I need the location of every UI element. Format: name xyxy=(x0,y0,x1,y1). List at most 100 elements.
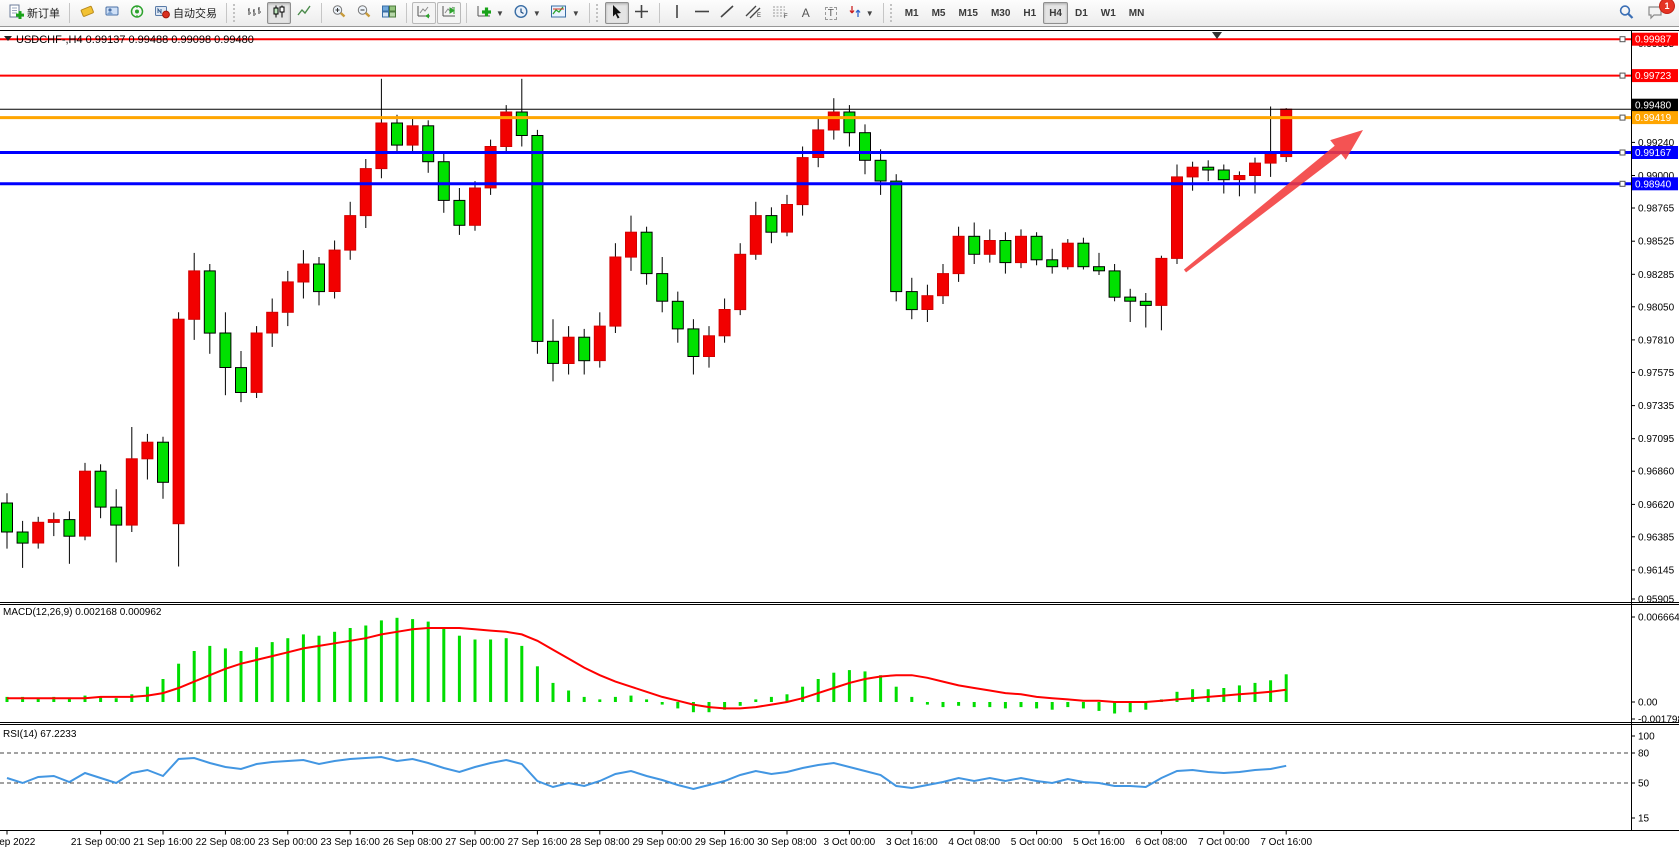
macd-histogram-bar xyxy=(239,651,243,702)
bar-chart-button[interactable] xyxy=(242,2,266,24)
text-label-button[interactable]: T xyxy=(819,2,843,24)
indicators-button[interactable]: ▼ xyxy=(472,2,508,24)
auto-trading-button[interactable]: 自动交易 xyxy=(150,2,221,24)
chart-shift-marker[interactable] xyxy=(1212,32,1222,39)
auto-trading-icon xyxy=(154,4,170,22)
candle-bullish xyxy=(827,111,840,131)
market-watch-button[interactable] xyxy=(100,2,124,24)
macd-histogram-bar xyxy=(1035,702,1039,709)
macd-histogram-bar xyxy=(192,651,196,702)
price-tick-label: 0.97810 xyxy=(1638,335,1675,346)
crosshair-button[interactable] xyxy=(630,2,654,24)
macd-histogram-bar xyxy=(364,625,368,702)
candle-bearish xyxy=(63,519,76,537)
macd-panel: MACD(12,26,9) 0.002168 0.000962 0.006664 0… xyxy=(3,607,1679,726)
search-button[interactable] xyxy=(1614,2,1639,24)
zoom-in-button[interactable] xyxy=(327,2,351,24)
candle-bearish xyxy=(391,122,403,146)
price-tick-label: 0.97575 xyxy=(1638,368,1675,379)
templates-button[interactable]: ▼ xyxy=(546,2,584,24)
chart-shift-icon xyxy=(441,4,457,22)
candlestick-chart-button[interactable] xyxy=(267,2,291,24)
separator xyxy=(466,3,467,23)
price-line-badge xyxy=(1632,111,1678,125)
periods-button[interactable]: ▼ xyxy=(509,2,545,24)
macd-histogram-bar xyxy=(1191,689,1195,702)
timeframe-d1[interactable]: D1 xyxy=(1075,7,1088,19)
price-line-badge xyxy=(1632,98,1678,112)
macd-histogram-bar xyxy=(754,699,758,702)
timeframe-mn[interactable]: MN xyxy=(1128,7,1145,19)
notifications-button[interactable]: 1 xyxy=(1643,0,1675,24)
dropdown-caret-icon[interactable]: ▼ xyxy=(865,8,874,18)
macd-histogram-bar xyxy=(36,698,40,702)
cursor-button[interactable] xyxy=(604,2,629,24)
trendline-button[interactable] xyxy=(715,2,739,24)
fibonacci-icon: F xyxy=(771,4,789,22)
candle-bullish xyxy=(703,335,715,357)
time-tick-label: 28 Sep 08:00 xyxy=(570,837,630,848)
horizontal-line-icon xyxy=(694,4,710,22)
toolbar-grip[interactable] xyxy=(233,4,238,22)
macd-histogram-bar xyxy=(1066,702,1070,708)
rsi-line xyxy=(6,755,1287,791)
candle-bearish xyxy=(219,332,232,368)
dropdown-caret-icon[interactable]: ▼ xyxy=(496,8,504,18)
candle-bearish xyxy=(765,215,778,233)
macd-histogram-bar xyxy=(21,696,25,702)
fibonacci-button[interactable]: F xyxy=(767,2,793,24)
timeframe-h1[interactable]: H1 xyxy=(1023,7,1037,19)
toolbar-grip[interactable] xyxy=(595,4,601,22)
signals-button[interactable] xyxy=(125,2,149,24)
candle-bullish xyxy=(281,281,294,313)
toolbar-grip[interactable] xyxy=(889,4,895,22)
horizontal-line-objects[interactable] xyxy=(0,36,1631,187)
timeframe-m5[interactable]: M5 xyxy=(931,7,946,19)
price-line-badge xyxy=(1632,146,1678,159)
macd-histogram-bar xyxy=(1206,689,1210,702)
trend-arrow-annotation[interactable] xyxy=(1183,130,1363,273)
candle-bearish xyxy=(656,273,669,302)
time-tick-label: 23 Sep 00:00 xyxy=(258,837,318,848)
toolbar: 新订单 自动交易 xyxy=(0,0,1679,27)
macd-histogram-bar xyxy=(972,702,976,708)
text-button[interactable]: A xyxy=(794,2,818,24)
zoom-out-button[interactable] xyxy=(352,2,376,24)
equidistant-channel-button[interactable]: E xyxy=(740,2,766,24)
macd-histogram-bar xyxy=(161,679,165,702)
timeframe-m15[interactable]: M15 xyxy=(958,7,978,19)
horizontal-line-button[interactable] xyxy=(690,2,714,24)
price-axis[interactable]: 0.999550.992400.990000.987650.985250.982… xyxy=(1631,32,1678,606)
macd-histogram-bar xyxy=(442,628,446,702)
candle-bullish xyxy=(172,318,185,525)
timeframe-w1[interactable]: W1 xyxy=(1100,7,1116,19)
timeframe-h4[interactable]: H4 xyxy=(1043,2,1068,24)
text-label-icon: T xyxy=(824,6,837,20)
metaeditor-button[interactable] xyxy=(75,2,99,24)
dropdown-caret-icon[interactable]: ▼ xyxy=(571,8,580,18)
time-tick-label: 30 Sep 08:00 xyxy=(757,837,817,848)
time-tick-label: 20 Sep 2022 xyxy=(0,837,36,848)
candle-bearish xyxy=(1217,169,1230,181)
candle-bullish xyxy=(983,240,996,255)
timeframe-m1[interactable]: M1 xyxy=(904,7,919,19)
timeframe-m30[interactable]: M30 xyxy=(990,7,1011,19)
macd-histogram-bar xyxy=(270,642,274,702)
line-chart-button[interactable] xyxy=(292,2,316,24)
arrows-button[interactable]: ▼ xyxy=(844,2,878,24)
candle-bearish xyxy=(1202,166,1215,171)
tile-windows-button[interactable] xyxy=(377,2,401,24)
new-order-button[interactable]: 新订单 xyxy=(4,2,64,24)
time-tick-label: 7 Oct 00:00 xyxy=(1198,837,1250,848)
macd-histogram-bar xyxy=(473,639,477,702)
chart-shift-button[interactable] xyxy=(437,2,461,24)
dropdown-caret-icon[interactable]: ▼ xyxy=(532,8,541,18)
auto-scroll-button[interactable] xyxy=(412,2,436,24)
vertical-line-button[interactable] xyxy=(665,2,689,24)
price-line-badge xyxy=(1632,32,1678,46)
candle-bearish xyxy=(313,263,325,293)
candle-bearish xyxy=(890,180,903,293)
chart-canvas[interactable]: 0.999550.992400.990000.987650.985250.982… xyxy=(0,27,1679,851)
